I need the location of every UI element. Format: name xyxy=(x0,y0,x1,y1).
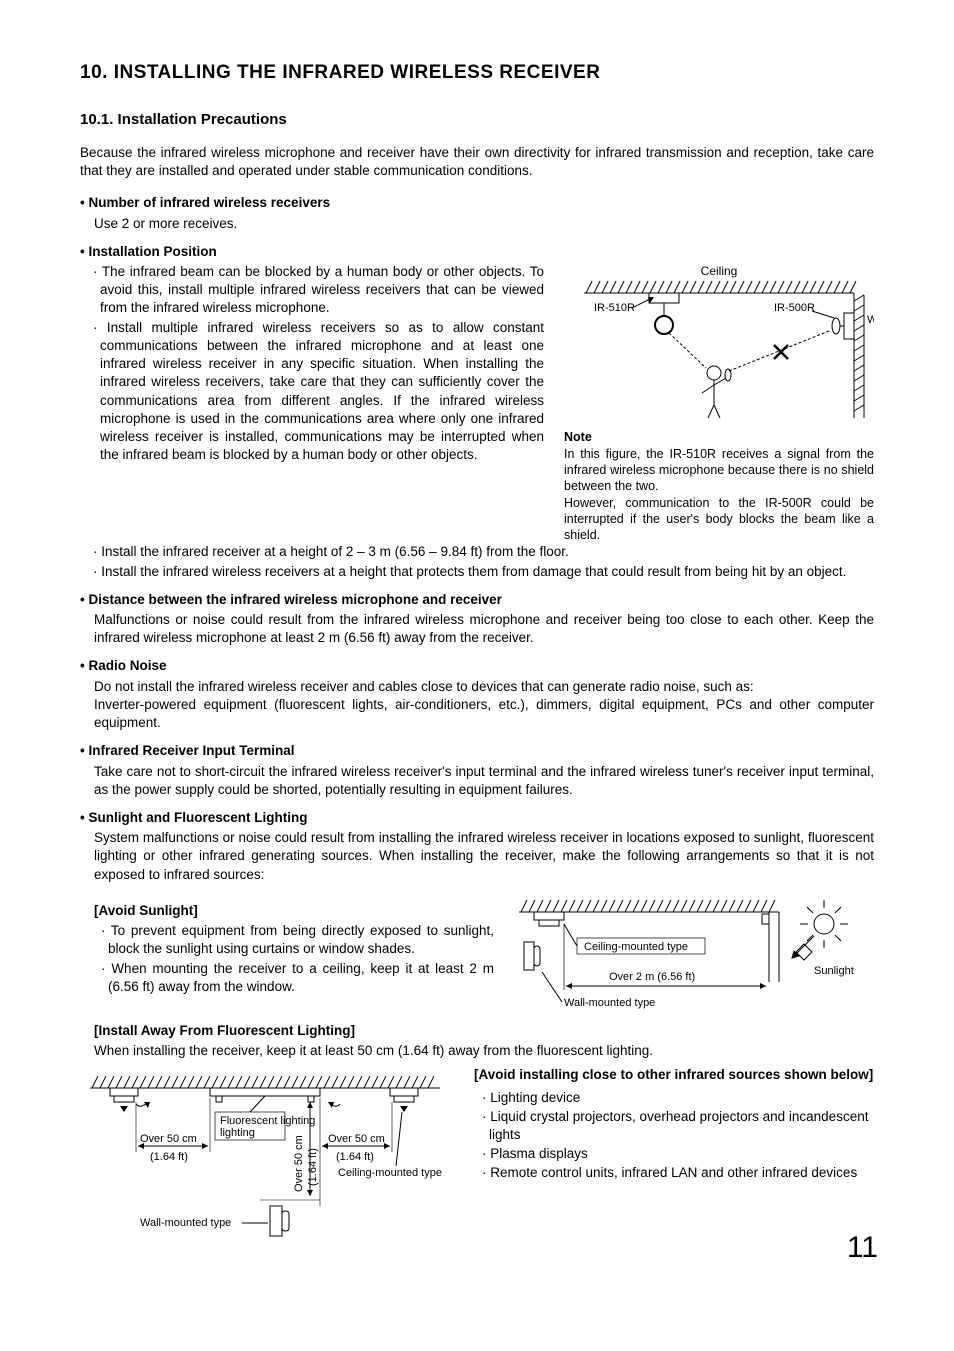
body-text: System malfunctions or noise could resul… xyxy=(80,829,874,884)
body-text: Take care not to short-circuit the infra… xyxy=(80,763,874,799)
avoid-other-heading: [Avoid installing close to other infrare… xyxy=(474,1066,874,1084)
svg-text:Ceiling-mounted type: Ceiling-mounted type xyxy=(338,1167,442,1179)
note-heading: Note xyxy=(564,429,874,446)
fluorescent-diagram: Fluorescent lighting lighting Over 50 cm… xyxy=(80,1066,450,1256)
svg-text:Ceiling: Ceiling xyxy=(701,264,738,278)
svg-text:Ceiling-mounted type: Ceiling-mounted type xyxy=(584,941,688,953)
svg-text:Over 2 m (6.56 ft): Over 2 m (6.56 ft) xyxy=(609,971,695,983)
list-item: Liquid crystal projectors, overhead proj… xyxy=(482,1108,874,1144)
sub-item: Install the infrared receiver at a heigh… xyxy=(80,543,874,561)
intro-paragraph: Because the infrared wireless microphone… xyxy=(80,144,874,180)
sub-item: Install multiple infrared wireless recei… xyxy=(80,319,544,465)
bullet-heading-pos: Installation Position xyxy=(80,243,874,261)
sunlight-diagram: Ceiling-mounted type Over 2 m (6.56 ft) … xyxy=(514,894,874,1014)
body-text: When installing the receiver, keep it at… xyxy=(80,1042,874,1060)
svg-text:IR-510R: IR-510R xyxy=(594,302,635,314)
avoid-sunlight-heading: [Avoid Sunlight] xyxy=(80,902,494,920)
bullet-heading-sun: Sunlight and Fluorescent Lighting xyxy=(80,809,874,827)
list-item: Remote control units, infrared LAN and o… xyxy=(482,1164,874,1182)
sub-item: To prevent equipment from being directly… xyxy=(80,922,494,958)
svg-text:Wall-mounted type: Wall-mounted type xyxy=(564,997,655,1009)
svg-text:Over 50 cm: Over 50 cm xyxy=(293,1135,305,1192)
list-item: Plasma displays xyxy=(482,1145,874,1163)
svg-text:Wall: Wall xyxy=(867,314,874,326)
note-text: In this figure, the IR-510R receives a s… xyxy=(564,446,874,495)
svg-text:Sunlight: Sunlight xyxy=(814,965,854,977)
sub-item: The infrared beam can be blocked by a hu… xyxy=(80,263,544,318)
body-text: Do not install the infrared wireless rec… xyxy=(80,678,874,696)
sub-item: Install the infrared wireless receivers … xyxy=(80,563,874,581)
svg-text:(1.64 ft): (1.64 ft) xyxy=(307,1148,319,1186)
svg-text:Over 50 cm: Over 50 cm xyxy=(328,1133,385,1145)
fluorescent-heading: [Install Away From Fluorescent Lighting] xyxy=(80,1022,874,1040)
page-title: 10. INSTALLING THE INFRARED WIRELESS REC… xyxy=(80,60,874,86)
page-number: 11 xyxy=(847,1228,878,1269)
bullet-heading-term: Infrared Receiver Input Terminal xyxy=(80,742,874,760)
svg-text:Fluorescent lighting: Fluorescent lighting xyxy=(220,1115,315,1127)
svg-text:Wall-mounted type: Wall-mounted type xyxy=(140,1217,231,1229)
bullet-heading-radio: Radio Noise xyxy=(80,657,874,675)
body-text: Malfunctions or noise could result from … xyxy=(80,611,874,647)
list-item: Lighting device xyxy=(482,1089,874,1107)
svg-text:(1.64 ft): (1.64 ft) xyxy=(336,1151,374,1163)
svg-text:IR-500R: IR-500R xyxy=(774,302,815,314)
section-heading: 10.1. Installation Precautions xyxy=(80,110,874,130)
body-text: Use 2 or more receives. xyxy=(80,215,874,233)
bullet-heading-dist: Distance between the infrared wireless m… xyxy=(80,591,874,609)
bullet-heading-num: Number of infrared wireless receivers xyxy=(80,194,874,212)
note-text: However, communication to the IR-500R co… xyxy=(564,495,874,544)
body-text: Inverter-powered equipment (fluorescent … xyxy=(80,696,874,732)
svg-text:Over 50 cm: Over 50 cm xyxy=(140,1133,197,1145)
svg-text:(1.64 ft): (1.64 ft) xyxy=(150,1151,188,1163)
svg-text:lighting: lighting xyxy=(220,1127,255,1139)
ceiling-diagram: Ceiling Wall IR-510R xyxy=(564,263,874,423)
sub-item: When mounting the receiver to a ceiling,… xyxy=(80,960,494,996)
